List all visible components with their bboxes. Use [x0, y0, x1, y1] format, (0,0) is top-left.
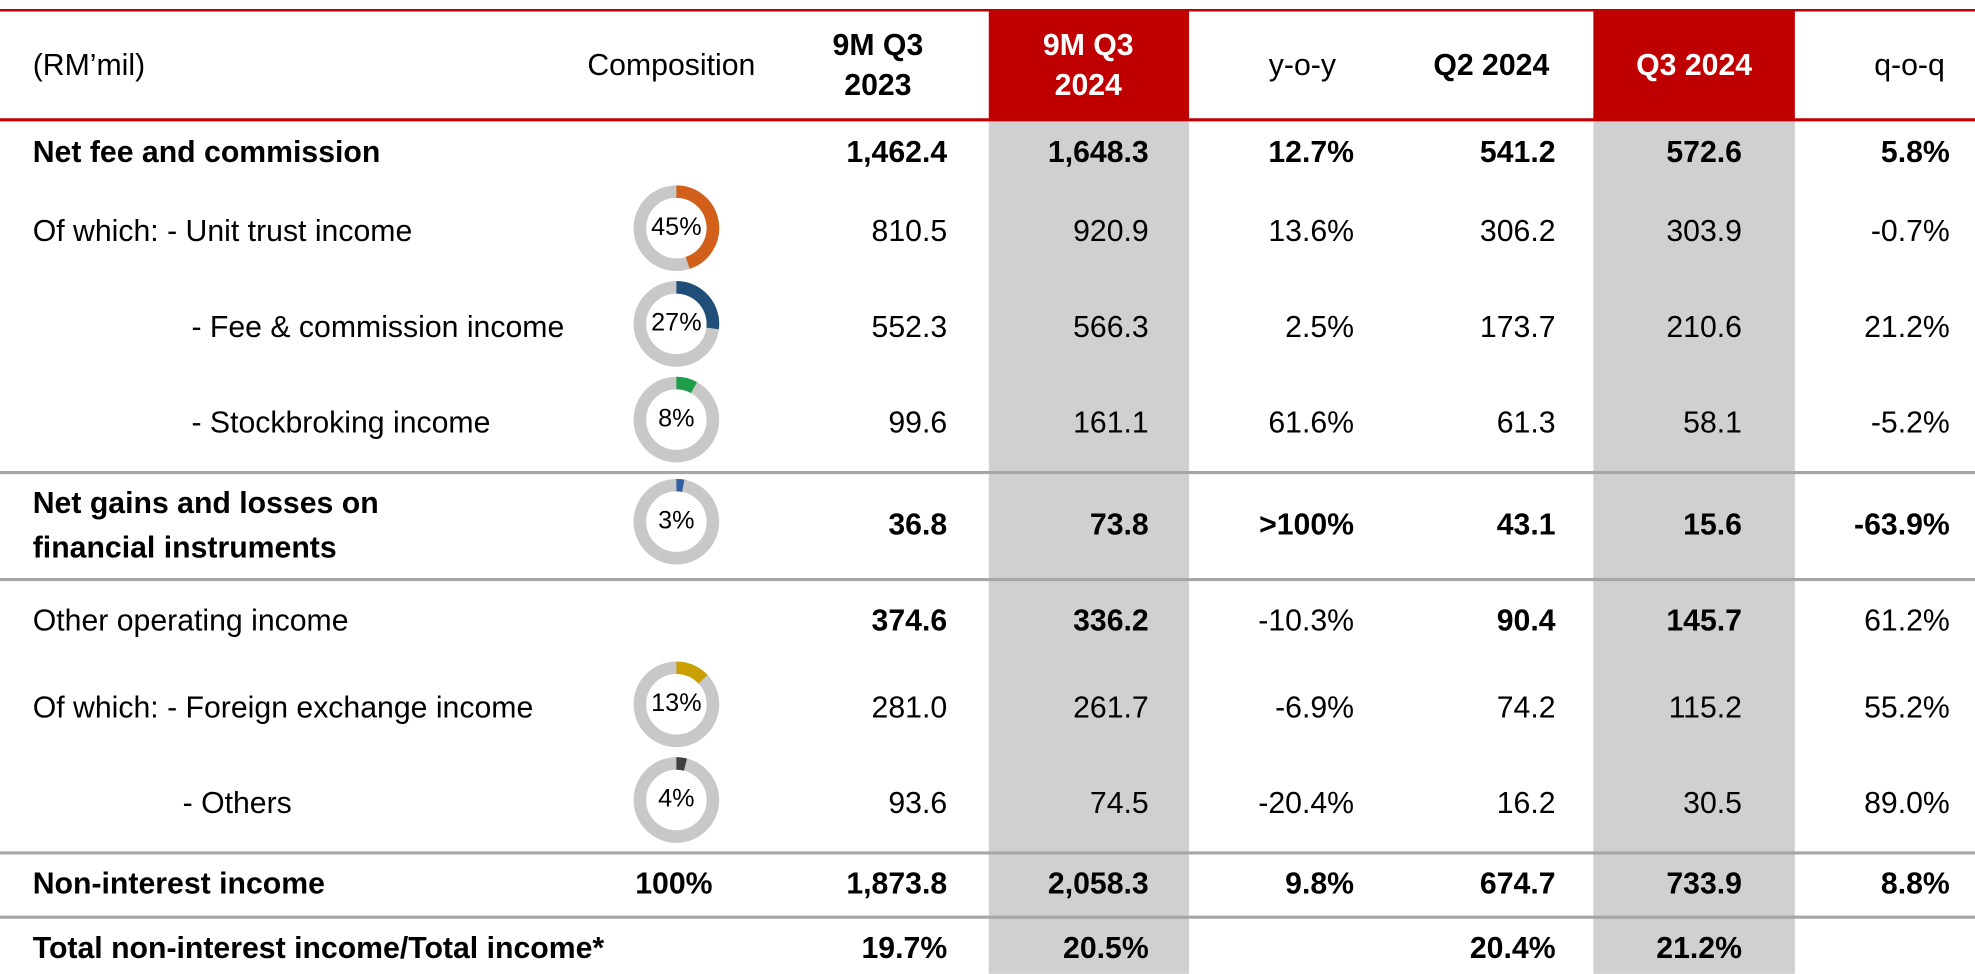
cell-value: 13.6%	[1268, 215, 1354, 248]
cell-value: 43.1	[1497, 509, 1556, 542]
donut-label: 27%	[651, 309, 701, 337]
cell-value: 674.7	[1480, 868, 1556, 901]
cell-value: -20.4%	[1258, 787, 1354, 820]
cell-value: 2.5%	[1285, 311, 1354, 344]
cell-value: 55.2%	[1864, 691, 1950, 724]
donut-label: 3%	[658, 506, 694, 534]
cell-value: 36.8	[888, 509, 947, 542]
cell-value: 9.8%	[1285, 868, 1354, 901]
row-label: Non-interest income	[33, 868, 325, 901]
donut-arc	[675, 661, 708, 684]
cell-value: 61.6%	[1268, 407, 1354, 440]
cell-value: 21.2%	[1864, 311, 1950, 344]
donut-arc	[676, 376, 698, 394]
cell-value: 210.6	[1666, 311, 1742, 344]
row-label: - Fee & commission income	[191, 311, 564, 344]
donut-arc	[676, 185, 720, 269]
donut-label: 4%	[658, 785, 694, 813]
cell-value: 161.1	[1073, 407, 1149, 440]
cell-value: 566.3	[1073, 311, 1149, 344]
cell-value: 541.2	[1480, 136, 1556, 169]
cell-value: 61.3	[1497, 407, 1556, 440]
row-label: - Stockbroking income	[191, 407, 490, 440]
donut-arc	[676, 478, 685, 492]
cell-value: 16.2	[1497, 787, 1556, 820]
row-label: Of which: - Foreign exchange income	[33, 691, 534, 724]
header-highlight	[1593, 11, 1795, 120]
column-header: Q3 2024	[1636, 49, 1752, 82]
column-header: 2024	[1055, 69, 1122, 102]
column-header: 9M Q3	[1043, 29, 1134, 62]
cell-value: 74.5	[1090, 787, 1149, 820]
highlight-column	[988, 119, 1190, 974]
row-label: Of which: - Unit trust income	[33, 215, 413, 248]
row-label: financial instruments	[33, 531, 337, 564]
cell-value: 261.7	[1073, 691, 1149, 724]
row-label: Total non-interest income/Total income*	[33, 932, 605, 965]
cell-value: 2,058.3	[1048, 868, 1149, 901]
cell-value: 374.6	[872, 604, 948, 637]
donut-arc	[676, 757, 688, 771]
row-label: Net gains and losses on	[33, 487, 379, 520]
cell-value: -0.7%	[1871, 215, 1950, 248]
cell-value: -10.3%	[1258, 604, 1354, 637]
cell-value: >100%	[1259, 509, 1354, 542]
cell-value: -5.2%	[1871, 407, 1950, 440]
cell-value: 145.7	[1666, 604, 1742, 637]
cell-value: 115.2	[1669, 691, 1742, 724]
cell-value: -63.9%	[1854, 509, 1950, 542]
donut-label: 13%	[651, 689, 701, 717]
cell-value: 8.8%	[1881, 868, 1950, 901]
cell-value: 30.5	[1683, 787, 1742, 820]
header-highlight	[988, 11, 1190, 120]
cell-value: 93.6	[888, 787, 947, 820]
cell-value: 920.9	[1073, 215, 1149, 248]
cell-value: 58.1	[1683, 407, 1742, 440]
cell-value: 74.2	[1497, 691, 1556, 724]
cell-value: 90.4	[1497, 604, 1556, 637]
row-label: Other operating income	[33, 604, 349, 637]
cell-value: 12.7%	[1268, 136, 1354, 169]
cell-value: 733.9	[1666, 868, 1742, 901]
highlight-column	[1593, 119, 1795, 974]
cell-value: 281.0	[872, 691, 948, 724]
cell-value: 89.0%	[1864, 787, 1950, 820]
composition-header: Composition	[587, 49, 755, 82]
cell-value: 99.6	[888, 407, 947, 440]
cell-value: 21.2%	[1656, 932, 1742, 965]
cell-value: 306.2	[1480, 215, 1556, 248]
cell-value: 20.5%	[1063, 932, 1149, 965]
cell-value: 5.8%	[1881, 136, 1950, 169]
cell-value: 572.6	[1666, 136, 1742, 169]
cell-value: 61.2%	[1864, 604, 1950, 637]
cell-value: 1,873.8	[846, 868, 947, 901]
donut-label: 8%	[658, 404, 694, 432]
cell-value: 73.8	[1090, 509, 1149, 542]
cell-value: 810.5	[872, 215, 948, 248]
composition-value: 100%	[635, 868, 712, 901]
donut-arc	[676, 281, 720, 330]
cell-value: 303.9	[1666, 215, 1742, 248]
cell-value: 173.7	[1480, 311, 1556, 344]
unit-label: (RM’mil)	[33, 49, 145, 82]
column-header: q-o-q	[1874, 49, 1945, 82]
cell-value: 552.3	[872, 311, 948, 344]
cell-value: 19.7%	[862, 932, 948, 965]
column-header: 9M Q3	[833, 29, 924, 62]
column-header: 2023	[844, 69, 911, 102]
column-header: Q2 2024	[1433, 49, 1549, 82]
row-label: Net fee and commission	[33, 136, 381, 169]
cell-value: 1,462.4	[846, 136, 947, 169]
cell-value: 1,648.3	[1048, 136, 1149, 169]
cell-value: 15.6	[1683, 509, 1742, 542]
cell-value: 336.2	[1073, 604, 1149, 637]
cell-value: -6.9%	[1275, 691, 1354, 724]
row-label: - Others	[183, 787, 292, 820]
column-header: y-o-y	[1269, 49, 1337, 82]
donut-label: 45%	[651, 213, 701, 241]
cell-value: 20.4%	[1470, 932, 1556, 965]
